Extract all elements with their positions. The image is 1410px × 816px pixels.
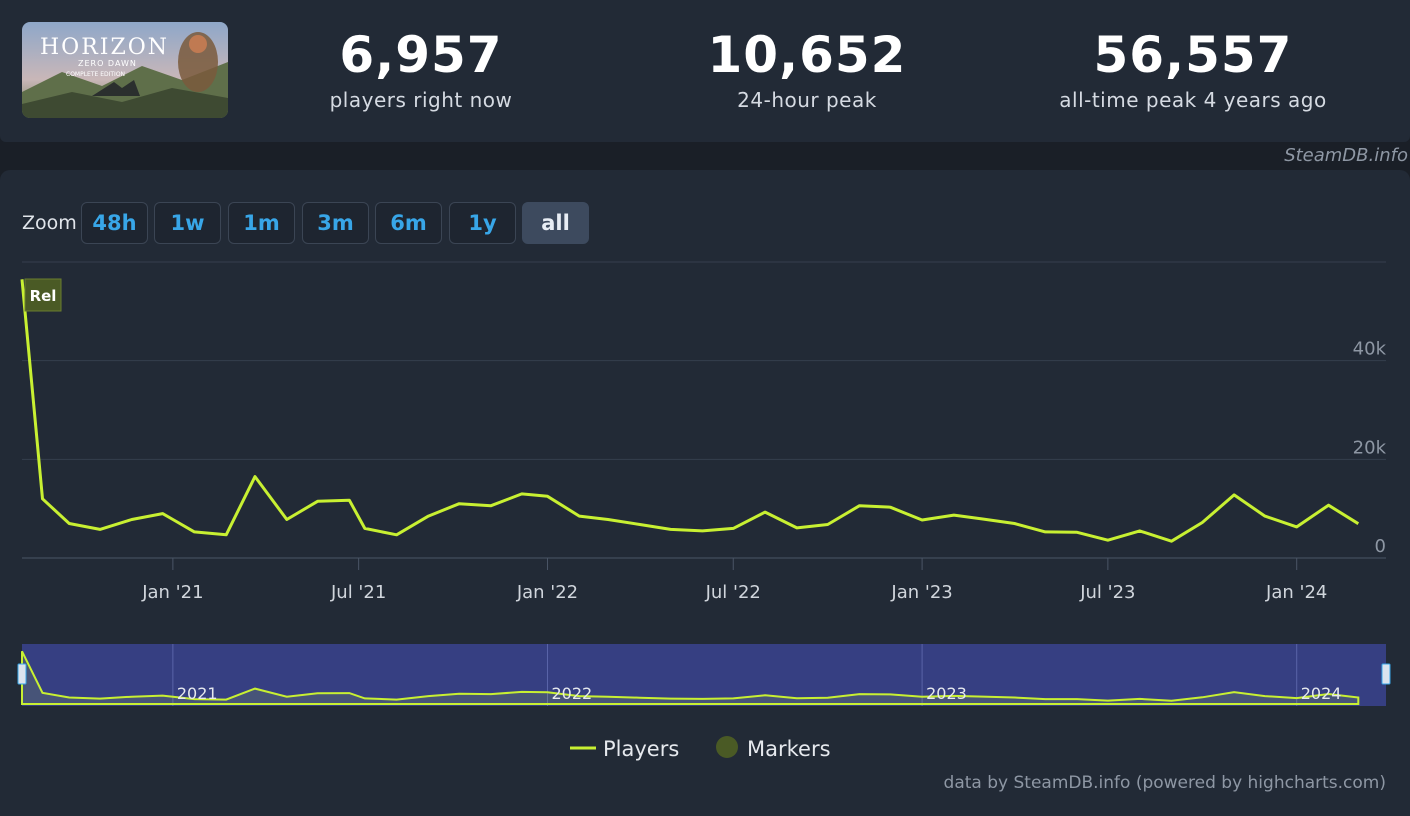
navigator[interactable]: 2021 2022 2023 2024	[17, 644, 1391, 706]
stat-current-players: 6,957 players right now	[251, 26, 591, 112]
zoom-button-all[interactable]: all	[522, 202, 589, 244]
navigator-year-labels: 2021 2022 2023 2024	[177, 684, 1342, 703]
y-tick-label: 0	[1375, 536, 1386, 557]
zoom-button-1y[interactable]: 1y	[449, 202, 516, 244]
highcharts-credit[interactable]: data by SteamDB.info (powered by highcha…	[943, 773, 1386, 793]
zoom-button-1m[interactable]: 1m	[228, 202, 295, 244]
game-thumbnail[interactable]: HORIZON ZERO DAWN COMPLETE EDITION	[22, 22, 228, 118]
marker-label: Rel	[30, 287, 57, 305]
navigator-right-handle[interactable]	[1381, 663, 1391, 685]
navigator-grid	[172, 644, 1298, 706]
navigator-year-label: 2021	[177, 684, 218, 703]
chart-panel	[0, 170, 1410, 816]
legend-item-players[interactable]: Players	[570, 737, 679, 761]
chart-grid	[22, 261, 1386, 559]
stat-alltime-peak: 56,557 all-time peak 4 years ago	[1023, 26, 1363, 112]
x-tick-label: Jul '21	[330, 582, 386, 603]
stat-24h-value: 10,652	[707, 26, 907, 84]
stat-current-value: 6,957	[339, 26, 503, 84]
stat-current-label: players right now	[329, 88, 513, 112]
navigator-year-label: 2022	[551, 684, 592, 703]
x-tick-label: Jan '21	[141, 582, 203, 603]
x-tick-label: Jul '23	[1079, 582, 1135, 603]
zoom-button-3m[interactable]: 3m	[302, 202, 369, 244]
marker-flag	[24, 278, 62, 312]
legend-markers-swatch	[716, 736, 738, 758]
y-tick-label: 40k	[1353, 339, 1387, 360]
navigator-year-label: 2023	[926, 684, 967, 703]
legend-players-label: Players	[603, 737, 679, 761]
thumbnail-subtitle: ZERO DAWN	[78, 59, 137, 68]
x-tick-label: Jan '22	[516, 582, 578, 603]
stats-bar: HORIZON ZERO DAWN COMPLETE EDITION 6,957…	[0, 0, 1410, 142]
stat-24h-label: 24-hour peak	[737, 88, 877, 112]
thumbnail-edition: COMPLETE EDITION	[66, 71, 125, 78]
zoom-button-6m[interactable]: 6m	[375, 202, 442, 244]
x-axis-ticks: Jan '21 Jul '21 Jan '22 Jul '22 Jan '23 Jul '…	[141, 558, 1327, 603]
y-axis-ticks: 0 20k 40k	[1353, 339, 1387, 557]
x-tick-label: Jan '23	[890, 582, 952, 603]
zoom-button-48h[interactable]: 48h	[81, 202, 148, 244]
release-marker[interactable]: Rel	[24, 278, 62, 312]
legend-item-markers[interactable]: Markers	[716, 736, 831, 761]
navigator-left-handle[interactable]	[17, 663, 27, 685]
steamdb-credit[interactable]: SteamDB.info	[1284, 145, 1408, 166]
navigator-window[interactable]	[22, 644, 1386, 706]
stat-alltime-value: 56,557	[1093, 26, 1293, 84]
stat-24h-peak: 10,652 24-hour peak	[637, 26, 977, 112]
navigator-series-area	[21, 650, 1360, 705]
y-tick-label: 20k	[1353, 437, 1387, 458]
stat-alltime-label: all-time peak 4 years ago	[1059, 88, 1327, 112]
x-tick-label: Jan '24	[1265, 582, 1327, 603]
thumbnail-title: HORIZON	[40, 35, 169, 60]
legend-markers-label: Markers	[747, 737, 831, 761]
zoom-button-1w[interactable]: 1w	[154, 202, 221, 244]
players-series-line[interactable]	[20, 279, 1360, 543]
zoom-label: Zoom	[22, 212, 77, 234]
navigator-year-label: 2024	[1301, 684, 1342, 703]
legend: Players Markers	[570, 736, 831, 761]
x-tick-label: Jul '22	[705, 582, 761, 603]
